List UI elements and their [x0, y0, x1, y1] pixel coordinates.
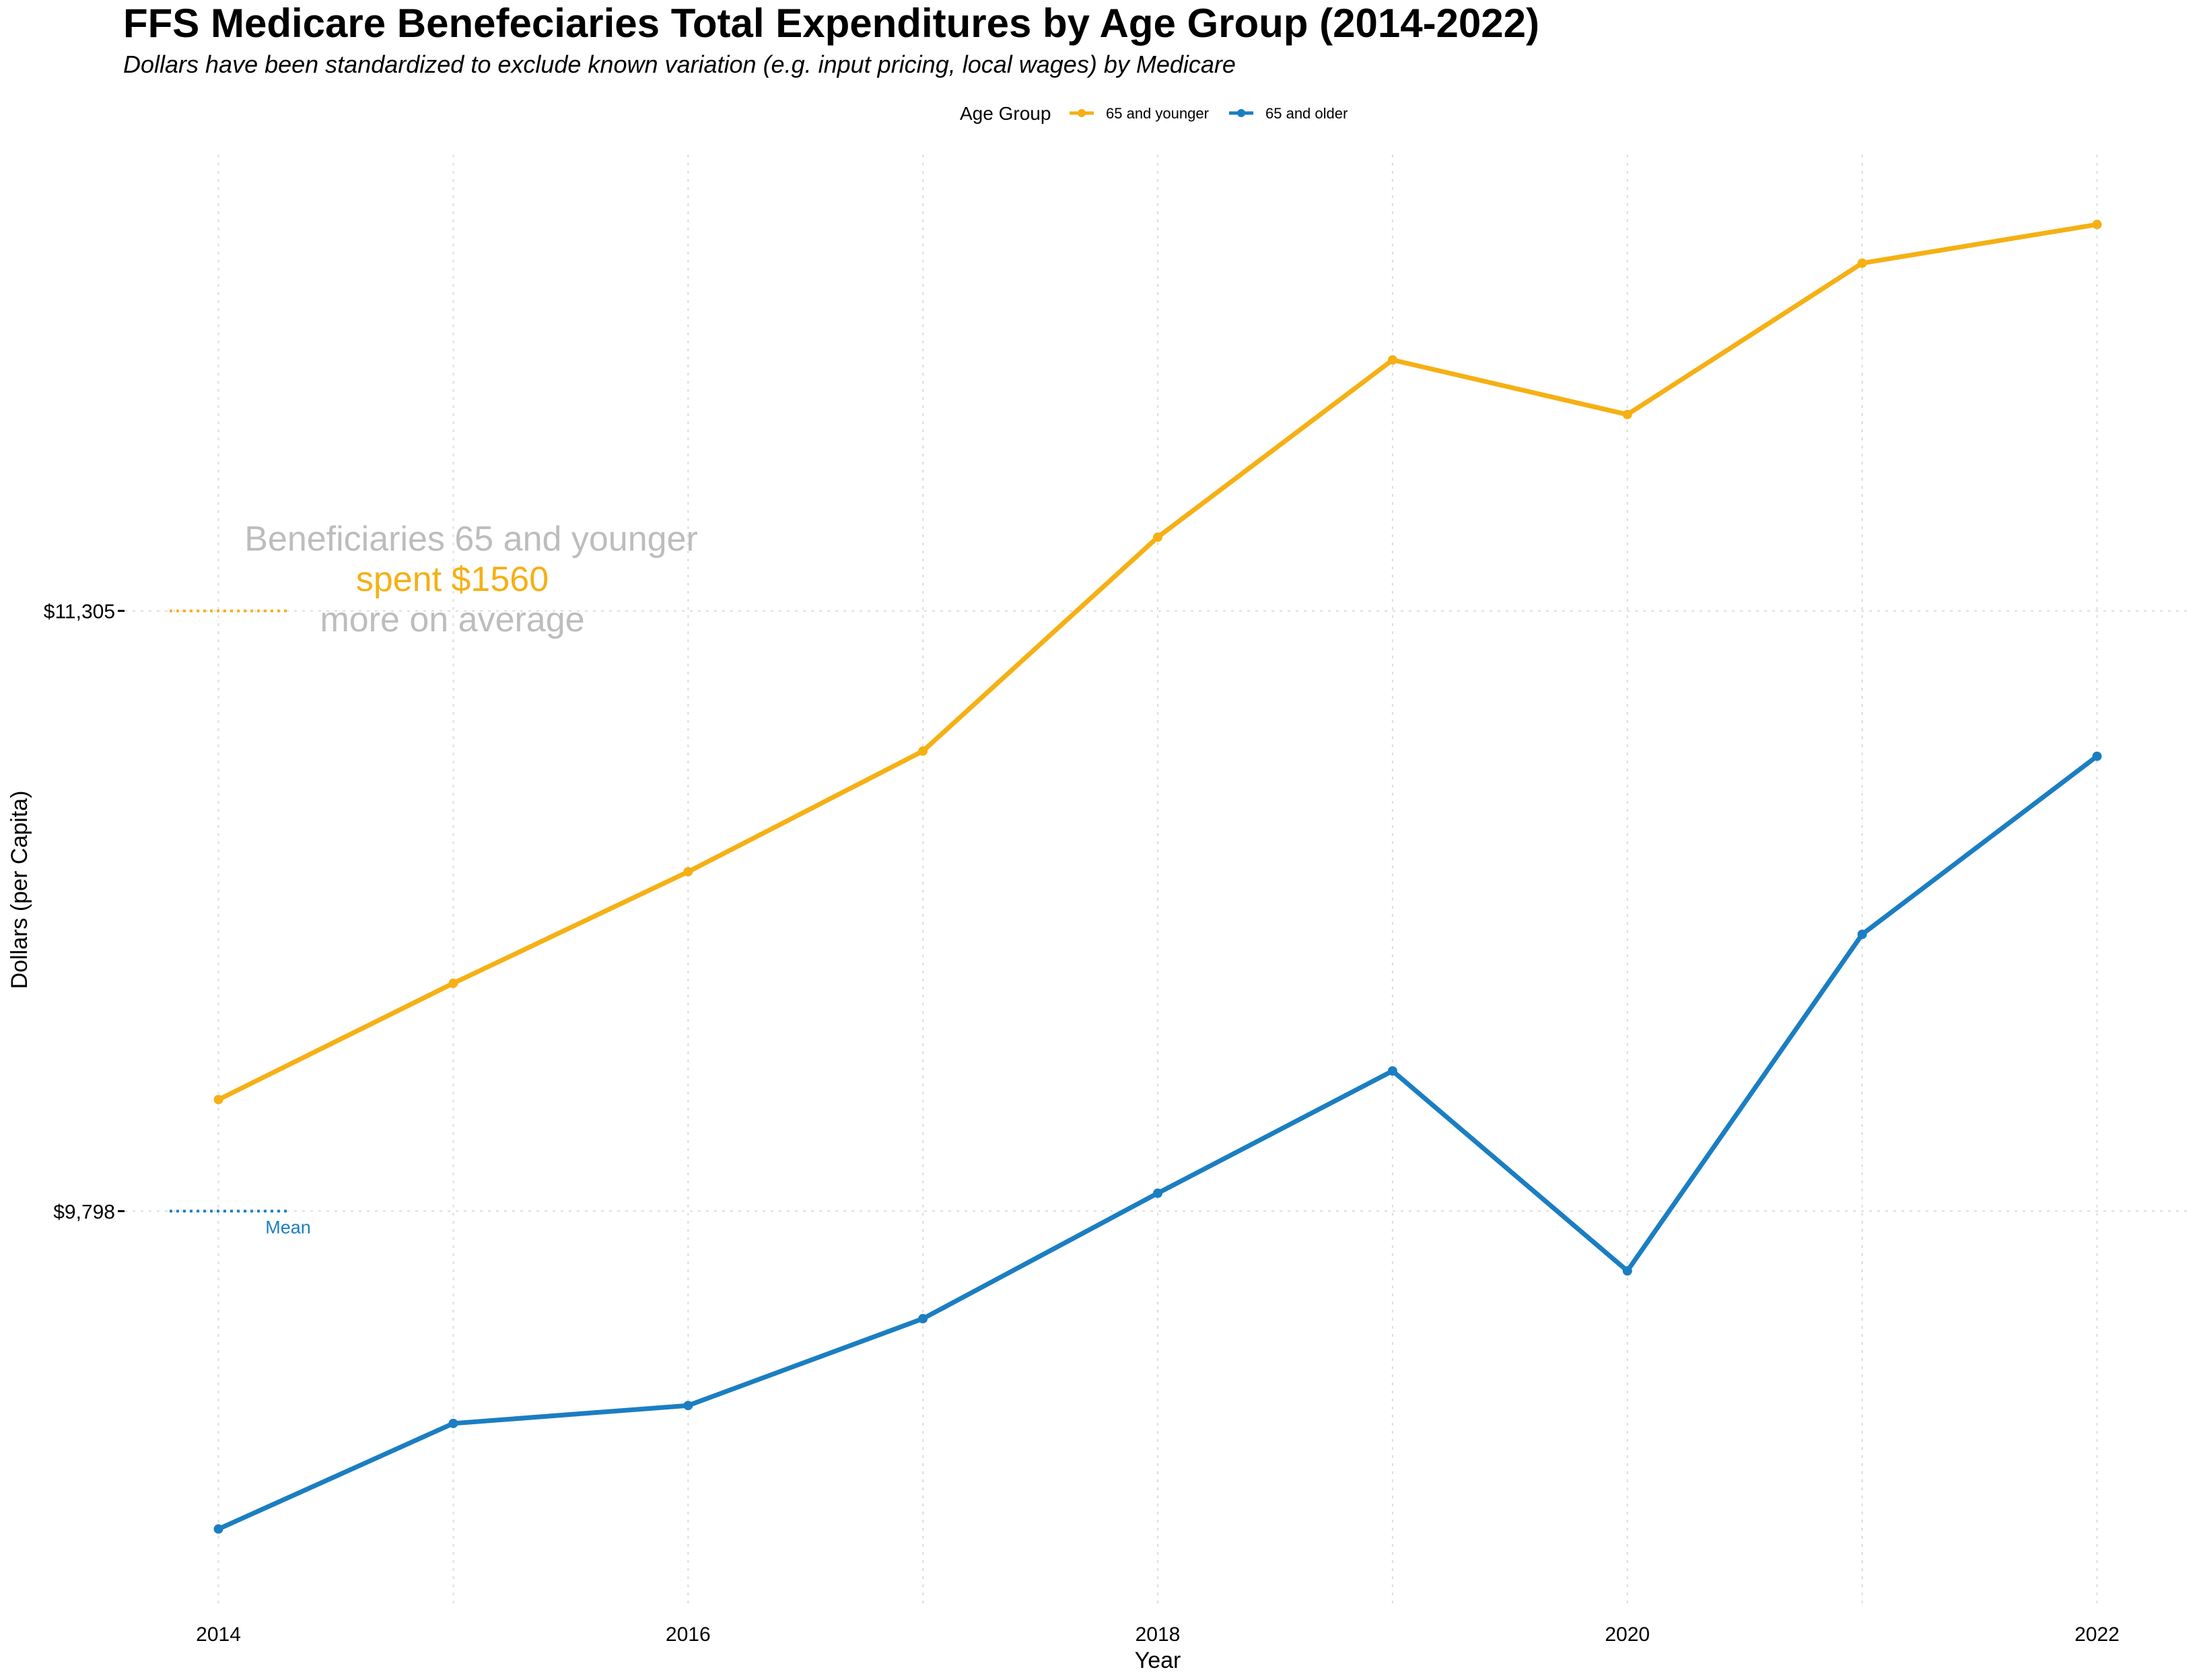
annotation-line-2: spent $1560 — [356, 560, 549, 599]
y-tick-label-1: $11,305 — [44, 601, 115, 623]
point-65-and-younger-2014 — [213, 1094, 223, 1105]
point-65-and-younger-2022 — [2092, 219, 2102, 230]
point-65-and-younger-2021 — [1857, 258, 1867, 268]
point-65-and-older-2021 — [1857, 930, 1867, 940]
legend-label-65-and-older: 65 and older — [1265, 105, 1348, 122]
legend-label-65-and-younger: 65 and younger — [1106, 105, 1209, 122]
annotation-line-1: Beneficiaries 65 and younger — [244, 520, 698, 559]
grid — [125, 155, 2191, 1609]
point-65-and-older-2014 — [213, 1524, 223, 1534]
point-65-and-older-2016 — [683, 1401, 693, 1411]
point-65-and-older-2018 — [1153, 1188, 1162, 1198]
annotation: Beneficiaries 65 and younger spent $1560… — [244, 520, 698, 639]
y-tick-label-0: $9,798 — [53, 1201, 115, 1223]
legend-key-point-65-and-younger — [1078, 109, 1086, 117]
point-65-and-younger-2019 — [1387, 355, 1397, 365]
point-65-and-older-2019 — [1387, 1066, 1397, 1076]
legend-key-point-65-and-older — [1237, 109, 1245, 117]
legend: Age Group 65 and younger 65 and older — [960, 103, 1348, 124]
x-tick-label-2016: 2016 — [666, 1623, 711, 1646]
point-65-and-younger-2020 — [1622, 409, 1632, 419]
legend-item-65-and-older: 65 and older — [1229, 105, 1348, 122]
legend-item-65-and-younger: 65 and younger — [1070, 105, 1209, 122]
point-65-and-older-2015 — [448, 1418, 458, 1428]
chart-title: FFS Medicare Benefeciaries Total Expendi… — [123, 1, 1539, 46]
x-tick-label-2014: 2014 — [196, 1623, 241, 1646]
point-65-and-older-2020 — [1622, 1266, 1632, 1276]
series — [213, 219, 2102, 1534]
annotation-line-3: more on average — [320, 600, 584, 639]
x-tick-label-2018: 2018 — [1136, 1623, 1181, 1646]
x-tick-label-2022: 2022 — [2074, 1623, 2120, 1646]
point-65-and-younger-2016 — [683, 867, 693, 877]
legend-title: Age Group — [960, 103, 1051, 124]
point-65-and-older-2022 — [2092, 751, 2102, 761]
x-axis-title: Year — [1135, 1648, 1181, 1673]
point-65-and-younger-2015 — [448, 978, 458, 988]
point-65-and-older-2017 — [918, 1314, 928, 1324]
mean-label: Mean — [265, 1217, 311, 1237]
chart-subtitle: Dollars have been standardized to exclud… — [123, 50, 1236, 78]
series-line-65-and-younger — [216, 222, 2099, 1102]
mean-lines: Mean — [170, 609, 311, 1237]
x-tick-label-2020: 2020 — [1605, 1623, 1650, 1646]
point-65-and-younger-2018 — [1153, 532, 1162, 542]
y-axis-title: Dollars (per Capita) — [7, 791, 32, 989]
axes: $9,798 $11,305 2014 2016 2018 2020 2022 — [44, 601, 2120, 1646]
point-65-and-younger-2017 — [918, 746, 928, 756]
